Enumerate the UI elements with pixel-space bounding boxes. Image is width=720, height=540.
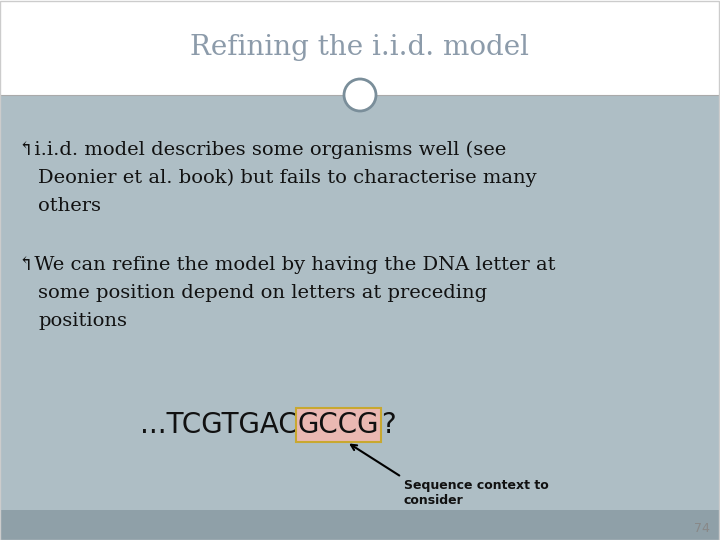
Text: Deonier et al. book) but fails to characterise many: Deonier et al. book) but fails to charac… (38, 169, 536, 187)
Text: Refining the i.i.d. model: Refining the i.i.d. model (191, 34, 529, 61)
Text: others: others (38, 197, 101, 215)
Bar (296, 408, 382, 442)
Bar (0, 0, 720, 95)
Bar (0, 95, 720, 510)
Text: ↰i.i.d. model describes some organisms well (see: ↰i.i.d. model describes some organisms w… (18, 141, 506, 159)
Text: 74: 74 (694, 522, 710, 535)
Text: some position depend on letters at preceding: some position depend on letters at prece… (38, 284, 487, 302)
Text: positions: positions (38, 312, 127, 330)
Text: ?: ? (382, 411, 396, 439)
Text: ↰We can refine the model by having the DNA letter at: ↰We can refine the model by having the D… (18, 256, 556, 274)
Bar (0, 510, 720, 540)
Text: ...TCGTGAC: ...TCGTGAC (140, 411, 298, 439)
Circle shape (344, 79, 376, 111)
Text: GCCG: GCCG (298, 411, 379, 439)
Text: Sequence context to
consider: Sequence context to consider (404, 479, 549, 507)
